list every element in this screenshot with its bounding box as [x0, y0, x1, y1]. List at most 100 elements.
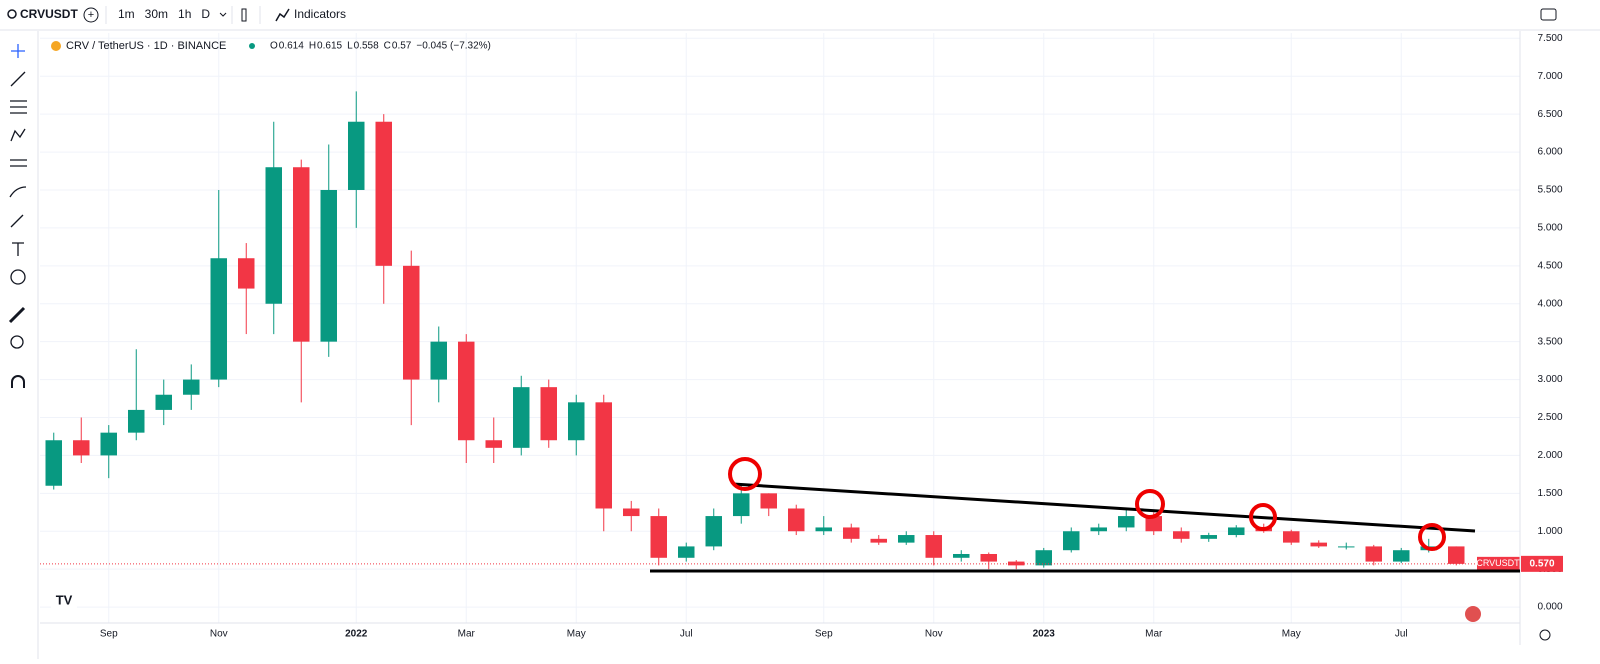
- plot: 0.0000.5001.0001.5002.0002.5003.0003.500…: [40, 33, 1563, 640]
- candle-body: [1310, 542, 1327, 547]
- symbol-tag-label: CRVUSDT: [1476, 558, 1520, 568]
- candle-body: [568, 402, 585, 441]
- y-tick-label: 7.500: [1537, 33, 1562, 44]
- candle-body: [540, 387, 557, 441]
- settings-icon[interactable]: [1539, 629, 1551, 641]
- interval-button[interactable]: 30m: [145, 7, 168, 21]
- ohlc: O 0.614 H 0.615 L 0.558 C 0.57 −0.045 (−7.32%): [270, 41, 491, 52]
- x-tick-label: Nov: [925, 629, 943, 640]
- add-symbol-plus[interactable]: +: [88, 9, 94, 21]
- candle-body: [1118, 516, 1135, 528]
- interval-button[interactable]: 1h: [178, 7, 191, 21]
- touch-circle: [728, 457, 762, 491]
- legend-title: CRV / TetherUS · 1D · BINANCE: [66, 40, 226, 52]
- candle-body: [238, 258, 255, 289]
- candle-body: [1200, 535, 1217, 539]
- candle-body: [815, 527, 832, 532]
- candle-body: [183, 379, 200, 395]
- ohlc-value: 0.57: [392, 41, 412, 52]
- y-tick-label: 5.000: [1537, 223, 1562, 234]
- y-tick-label: 4.000: [1537, 298, 1562, 309]
- trendline-tool[interactable]: [10, 71, 26, 87]
- left-toolbar: [0, 31, 38, 659]
- candle-body: [678, 546, 695, 558]
- y-tick-label: 3.500: [1537, 336, 1562, 347]
- y-tick-label: 6.500: [1537, 109, 1562, 120]
- screenshot-icon[interactable]: [1540, 8, 1557, 21]
- candle-body: [925, 535, 942, 558]
- icon-tool[interactable]: [10, 269, 26, 285]
- y-tick-label: 2.500: [1537, 412, 1562, 423]
- tv-logo[interactable]: [51, 590, 77, 612]
- touch-circle: [1135, 489, 1165, 519]
- y-tick-label: 1.500: [1537, 488, 1562, 499]
- candle-body: [980, 553, 997, 562]
- candle-body: [320, 189, 337, 342]
- brush-tool[interactable]: [9, 186, 27, 198]
- candle-body: [595, 402, 612, 509]
- search-icon[interactable]: [7, 9, 17, 19]
- y-tick-label: 4.500: [1537, 260, 1562, 271]
- indicators-icon[interactable]: [275, 8, 290, 22]
- pen-tool[interactable]: [10, 214, 24, 228]
- x-tick-label: 2023: [1033, 629, 1056, 640]
- price-tag-label: 0.570: [1529, 558, 1554, 569]
- x-tick-label: Mar: [1145, 629, 1163, 640]
- x-tick-label: Jul: [680, 629, 693, 640]
- projection-tool[interactable]: [10, 159, 27, 167]
- ohlc-key: O: [270, 41, 278, 52]
- candle-body: [733, 493, 750, 517]
- candle-body: [760, 493, 777, 509]
- candle-body: [265, 167, 282, 304]
- fib-tool[interactable]: [10, 100, 27, 114]
- candle-body: [403, 265, 420, 380]
- crosshair-tool[interactable]: [11, 44, 25, 58]
- ohlc-key: H: [309, 41, 316, 52]
- candle-body: [898, 535, 915, 543]
- ohlc-key: L: [347, 41, 353, 52]
- x-tick-label: Jul: [1395, 629, 1408, 640]
- intervals: 1m 30m 1h D: [118, 7, 227, 21]
- y-tick-label: 0.000: [1537, 602, 1562, 613]
- interval-button[interactable]: D: [201, 7, 210, 21]
- candle-body: [513, 387, 530, 448]
- candle-body: [1448, 546, 1465, 564]
- resistance-line[interactable]: [732, 482, 1476, 533]
- candle-body: [870, 538, 887, 543]
- add-symbol[interactable]: [83, 7, 99, 23]
- ohlc-key: C: [384, 41, 391, 52]
- text-tool[interactable]: [12, 242, 24, 256]
- candle-type-icon[interactable]: [241, 8, 247, 22]
- interval-button[interactable]: 1m: [118, 7, 135, 21]
- candle-body: [1283, 531, 1300, 543]
- candle-body: [843, 527, 860, 539]
- status-dot: [249, 43, 255, 49]
- touch-circle: [1418, 523, 1446, 551]
- candle-body: [155, 394, 172, 410]
- x-tick-label: Sep: [815, 629, 833, 640]
- candle-body: [788, 508, 805, 532]
- x-tick-label: May: [567, 629, 586, 640]
- symbol[interactable]: CRVUSDT: [20, 7, 78, 21]
- flag-icon[interactable]: [1465, 606, 1481, 622]
- interval-dropdown[interactable]: [219, 12, 227, 17]
- candle-body: [348, 121, 365, 190]
- candle-body: [1035, 550, 1052, 566]
- measure-tool[interactable]: [8, 306, 26, 324]
- top-bar: [0, 0, 1600, 30]
- candle-body: [705, 516, 722, 547]
- candle-body: [1090, 527, 1107, 532]
- x-tick-label: May: [1282, 629, 1301, 640]
- zoom-tool[interactable]: [10, 335, 24, 349]
- indicators-button[interactable]: Indicators: [294, 7, 346, 21]
- tv-logo-text[interactable]: TV: [56, 592, 73, 607]
- symbol-logo: [51, 41, 61, 51]
- pattern-tool[interactable]: [10, 128, 26, 142]
- candle-body: [1338, 546, 1355, 548]
- candle-body: [650, 516, 667, 558]
- magnet-tool[interactable]: [11, 375, 25, 388]
- ohlc-change: −0.045 (−7.32%): [416, 41, 491, 52]
- candle-body: [485, 440, 502, 448]
